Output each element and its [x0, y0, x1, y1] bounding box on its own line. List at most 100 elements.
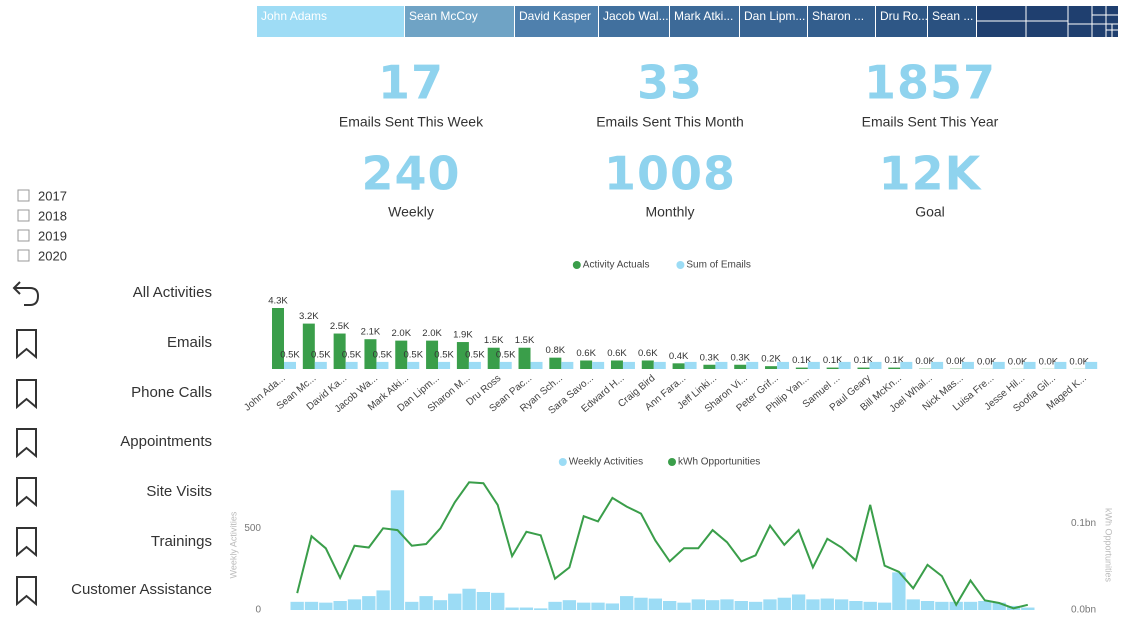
data-label: 0.0K: [977, 356, 997, 367]
data-label: 0.0K: [1069, 356, 1089, 367]
bar: [992, 361, 1005, 369]
treemap-cell[interactable]: [928, 6, 976, 37]
legend-swatch: [676, 261, 685, 269]
bar: [857, 367, 870, 369]
treemap-label: John Adams: [261, 9, 327, 23]
kpi-value: 33: [637, 56, 703, 110]
bookmark-icon[interactable]: [16, 576, 37, 607]
data-label: 0.5K: [496, 349, 516, 360]
bar: [519, 607, 534, 610]
bar: [505, 607, 519, 610]
treemap-cell[interactable]: [405, 6, 514, 37]
line: [296, 481, 1029, 610]
data-label: 0.1K: [885, 355, 905, 366]
bar: [610, 360, 623, 369]
bar: [1085, 361, 1098, 369]
nav-item[interactable]: Customer Assistance: [71, 581, 212, 598]
treemap-cell[interactable]: [670, 6, 739, 37]
bar: [734, 364, 747, 369]
bar: [931, 361, 944, 369]
data-label: 0.8K: [546, 345, 566, 356]
kpi-value: 12K: [879, 147, 983, 201]
kpi-label: Emails Sent This Month: [596, 114, 744, 130]
bar: [734, 601, 748, 610]
checkbox[interactable]: [17, 229, 30, 242]
data-label: 0.0K: [915, 356, 935, 367]
checkbox[interactable]: [17, 249, 30, 262]
bar: [534, 608, 548, 610]
bar: [468, 361, 481, 369]
treemap-tail: [977, 6, 1118, 37]
bar: [838, 361, 851, 369]
kpi-value: 1857: [864, 56, 996, 110]
treemap-cell[interactable]: [515, 6, 598, 37]
bar: [562, 600, 577, 610]
bar: [548, 601, 562, 610]
bar: [438, 361, 451, 369]
data-label: 0.1K: [792, 355, 812, 366]
bar: [963, 601, 978, 610]
bar: [746, 361, 759, 369]
treemap-label: Sean ...: [932, 9, 973, 23]
bar: [806, 599, 820, 610]
bar: [691, 599, 705, 610]
data-label: 0.5K: [373, 349, 393, 360]
legend-label: kWh Opportunities: [678, 457, 760, 468]
treemap-label: Jacob Wal...: [603, 9, 669, 23]
bar: [347, 599, 362, 610]
bar: [561, 361, 574, 369]
bar: [284, 361, 296, 369]
nav-item[interactable]: Appointments: [120, 433, 212, 450]
legend-label: Activity Actuals: [583, 260, 650, 271]
treemap-cell[interactable]: [876, 6, 927, 37]
legend-swatch: [558, 458, 567, 466]
bookmark-icon[interactable]: [16, 477, 37, 508]
treemap-cell[interactable]: [808, 6, 875, 37]
bookmark-icon[interactable]: [16, 379, 37, 410]
bar: [900, 361, 913, 369]
nav-item[interactable]: All Activities: [133, 284, 212, 301]
bar: [920, 601, 935, 610]
bar: [456, 342, 469, 369]
bar: [390, 490, 405, 610]
nav-item[interactable]: Trainings: [151, 533, 212, 550]
bar: [314, 361, 327, 369]
bar: [826, 367, 839, 369]
bar: [376, 590, 390, 610]
bookmark-icon[interactable]: [16, 527, 37, 558]
bar: [777, 597, 791, 610]
data-label: 2.1K: [361, 327, 381, 338]
year-label: 2017: [38, 188, 67, 203]
back-icon[interactable]: [12, 281, 40, 306]
kpi-label: Goal: [915, 204, 945, 220]
nav-item[interactable]: Site Visits: [146, 483, 212, 500]
bar: [653, 361, 666, 369]
nav-item[interactable]: Emails: [167, 334, 212, 351]
bar: [703, 364, 716, 369]
bar: [795, 367, 808, 369]
bookmark-icon[interactable]: [16, 329, 37, 360]
bar: [978, 601, 992, 610]
bar: [302, 323, 315, 369]
bar: [549, 357, 562, 369]
legend-swatch: [668, 458, 676, 466]
treemap-cell[interactable]: [599, 6, 669, 37]
data-label: 0.3K: [730, 352, 750, 363]
bar: [426, 340, 439, 369]
bar: [376, 361, 389, 369]
data-label: 0.0K: [1039, 356, 1059, 367]
bar: [672, 363, 685, 369]
bar: [992, 602, 1006, 610]
bookmark-icon[interactable]: [16, 428, 37, 459]
bar: [820, 598, 834, 610]
checkbox[interactable]: [17, 209, 30, 222]
data-label: 0.5K: [465, 349, 485, 360]
treemap-cell[interactable]: [740, 6, 807, 37]
bar: [462, 588, 476, 610]
bar: [362, 596, 376, 610]
data-label: 0.5K: [280, 349, 300, 360]
treemap-cell[interactable]: [257, 6, 404, 37]
nav-item[interactable]: Phone Calls: [131, 384, 212, 401]
checkbox[interactable]: [17, 189, 30, 202]
data-label: 1.5K: [515, 335, 535, 346]
